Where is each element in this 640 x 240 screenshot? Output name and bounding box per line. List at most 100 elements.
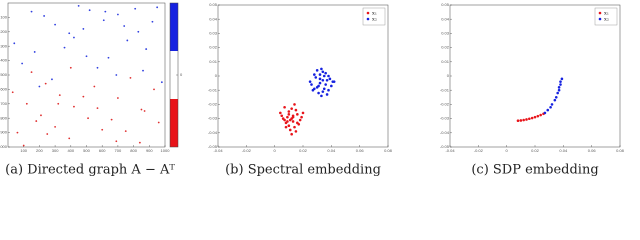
point [13,42,16,45]
point [73,36,75,39]
point [320,67,323,71]
point [557,88,561,92]
y-tick-label: 700 [0,101,7,106]
point [134,7,137,10]
x-tick-label: -0.04 [213,148,223,153]
point [310,83,313,86]
x-tick-label: 0.06 [356,148,365,153]
point [284,125,288,129]
point [325,78,329,82]
y-tick-label: -0.01 [208,87,218,92]
y-tick-label: -0.05 [440,144,450,149]
y-tick-label: 0.03 [441,30,450,35]
point [38,85,41,88]
x-tick-label: 200 [36,148,43,153]
colorbar-tick-label: 0 [180,72,183,77]
y-tick-label: 0.02 [441,45,450,50]
point [328,77,332,81]
plot-frame [7,2,166,148]
y-tick-label: 0.05 [441,2,450,7]
point [96,107,99,110]
point [293,125,296,129]
point [137,30,140,33]
point [296,113,299,116]
legend-label: x₂ [372,17,377,23]
x-tick-label: -0.02 [242,148,252,153]
point [69,66,72,69]
point [138,141,141,144]
x-tick-label: 0 [506,148,509,153]
point [294,108,298,112]
legend-marker [366,17,370,21]
point [327,88,330,92]
point [291,114,295,118]
point [151,20,154,23]
point [82,95,85,98]
point [549,105,552,109]
point [115,140,118,143]
caption: (a) Directed graph A − Aᵀ [5,163,175,178]
x-tick-label: 0.08 [616,148,625,153]
point [153,88,155,91]
legend-marker [366,11,370,15]
x-tick-label: 500 [83,148,90,153]
point [30,10,33,13]
y-tick-label: 600 [0,86,7,91]
y-tick-label: -0.04 [208,130,218,135]
point [318,77,322,81]
point [44,82,47,85]
point [332,80,336,83]
point [557,86,561,89]
y-tick-label: 1000 [0,144,8,149]
x-tick-label: 0.04 [327,148,336,153]
x-tick-label: 0.02 [531,148,540,153]
y-tick-label: -0.03 [208,116,218,121]
point [556,91,559,95]
point [143,110,146,112]
point [63,46,66,49]
point [539,113,542,117]
y-tick-label: 0 [447,73,450,78]
x-tick-label: 0.04 [559,148,568,153]
y-tick-label: -0.04 [440,130,450,135]
colorbar-segment [170,3,178,51]
point [320,94,323,98]
point [324,71,327,75]
y-tick-label: 500 [0,72,7,77]
point [553,98,557,102]
y-tick-label: 100 [0,14,7,19]
y-tick-label: -0.01 [440,87,450,92]
point [87,117,89,120]
point [291,120,295,123]
point [298,118,302,122]
point [11,91,14,94]
point [46,133,49,135]
point [317,84,320,88]
point [525,118,528,121]
point [68,137,71,140]
point [560,77,564,81]
point [288,118,292,122]
x-tick-label: 1000 [161,148,171,153]
point [294,130,298,133]
y-tick-label: 300 [0,43,7,48]
point [322,74,326,78]
point [25,102,28,105]
point [54,23,56,26]
point [559,83,562,86]
point [559,80,562,83]
point [145,48,148,50]
point [157,121,160,124]
point [290,132,293,136]
point [104,10,107,13]
plot-frame [217,4,389,148]
point [110,118,113,121]
point [57,102,60,105]
x-tick-label: 800 [130,148,137,153]
point [117,97,119,99]
point [327,74,330,78]
point [288,128,292,132]
point [21,62,24,65]
y-tick-label: 0.03 [209,30,218,35]
point [324,83,327,86]
